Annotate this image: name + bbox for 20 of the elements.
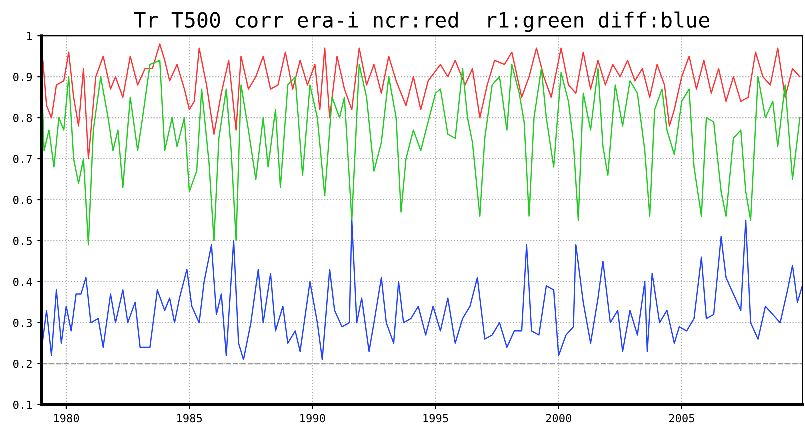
y-tick-label: 0.8 xyxy=(13,114,32,122)
x-tick-label: 1985 xyxy=(178,414,202,423)
x-tick-label: 2000 xyxy=(546,414,572,423)
y-tick-label: 0.4 xyxy=(13,278,32,286)
y-tick-label: 0.2 xyxy=(13,360,32,368)
y-tick-label: 0.3 xyxy=(13,318,32,328)
y-tick-label: 0.7 xyxy=(13,155,32,164)
chart-title: Tr T500 corr era-i ncr:red r1:green diff:blue xyxy=(134,12,710,32)
y-tick-label: 1 xyxy=(27,32,32,40)
x-tick-label: 1990 xyxy=(300,414,326,423)
y-tick-label: 0.6 xyxy=(13,196,32,204)
y-tick-label: 0.9 xyxy=(13,73,32,82)
y-tick-label: 0.1 xyxy=(13,400,32,410)
x-tick-label: 1980 xyxy=(54,414,80,423)
line-series xyxy=(42,44,801,160)
line-series xyxy=(42,220,803,360)
x-tick-label: 2005 xyxy=(669,414,694,423)
x-tick-label: 1995 xyxy=(424,414,448,423)
line-series xyxy=(42,60,801,246)
y-tick-label: 0.5 xyxy=(13,236,32,246)
